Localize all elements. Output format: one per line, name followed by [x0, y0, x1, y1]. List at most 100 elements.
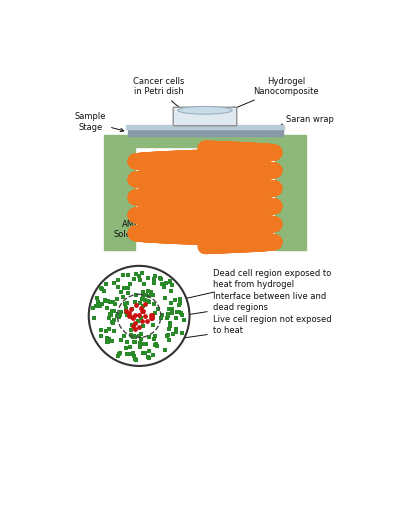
Point	[110, 319, 116, 327]
Point	[146, 354, 152, 363]
Point	[138, 330, 145, 338]
Point	[152, 341, 158, 349]
Point	[149, 312, 155, 320]
Point	[139, 340, 146, 348]
Point	[128, 350, 134, 358]
Point	[116, 350, 122, 358]
Point	[99, 300, 105, 308]
Point	[97, 332, 104, 340]
Point	[151, 300, 157, 308]
Point	[143, 291, 149, 299]
Point	[165, 311, 171, 319]
Point	[132, 311, 139, 319]
Point	[168, 281, 175, 289]
Point	[111, 279, 117, 287]
Point	[167, 319, 173, 328]
Point	[132, 319, 139, 327]
Point	[109, 307, 115, 316]
Point	[154, 305, 161, 313]
Point	[104, 334, 110, 342]
Point	[115, 283, 122, 291]
Point	[94, 294, 100, 302]
Point	[122, 300, 128, 308]
Point	[139, 307, 145, 315]
Point	[158, 280, 165, 288]
Point	[128, 305, 134, 313]
Point	[165, 331, 172, 339]
Point	[135, 317, 141, 325]
Point	[105, 338, 111, 347]
Point	[140, 349, 146, 357]
Point	[142, 312, 149, 320]
Point	[111, 307, 117, 315]
Point	[98, 285, 105, 293]
Point	[123, 304, 129, 312]
Point	[145, 273, 152, 282]
Point	[149, 313, 156, 321]
Point	[126, 308, 132, 317]
Point	[135, 323, 142, 331]
Point	[150, 321, 156, 329]
Point	[142, 300, 148, 308]
Point	[138, 314, 144, 322]
Point	[145, 287, 151, 295]
Point	[103, 280, 109, 288]
Text: Saran wrap: Saran wrap	[280, 115, 334, 127]
Point	[179, 311, 185, 319]
Point	[127, 280, 133, 288]
Point	[144, 317, 151, 325]
Point	[136, 299, 143, 307]
Point	[152, 271, 159, 280]
Point	[104, 304, 111, 312]
Point	[148, 289, 154, 297]
Point	[116, 313, 122, 321]
Point	[170, 330, 176, 338]
Point	[179, 329, 185, 337]
FancyBboxPatch shape	[173, 107, 237, 126]
Point	[161, 294, 168, 302]
Point	[95, 298, 102, 306]
Point	[128, 325, 134, 334]
Point	[130, 333, 136, 341]
Point	[131, 352, 138, 360]
Point	[169, 309, 175, 317]
Point	[107, 298, 113, 306]
Point	[133, 291, 140, 299]
Bar	[104, 135, 306, 146]
Point	[164, 332, 170, 340]
Point	[132, 338, 139, 346]
Point	[177, 299, 183, 307]
Point	[142, 340, 149, 349]
Point	[110, 298, 116, 306]
Point	[124, 299, 130, 307]
Point	[104, 338, 111, 346]
Point	[152, 332, 159, 340]
Point	[162, 346, 168, 354]
Point	[114, 312, 120, 320]
Point	[148, 287, 154, 296]
Point	[121, 284, 128, 292]
Point	[141, 280, 147, 288]
Point	[140, 287, 146, 296]
Point	[101, 296, 108, 304]
Point	[131, 338, 138, 346]
Point	[140, 291, 147, 300]
Point	[176, 301, 182, 309]
Point	[118, 288, 124, 296]
Bar	[126, 125, 284, 129]
Point	[106, 324, 112, 333]
Point	[177, 309, 184, 317]
Point	[158, 314, 164, 322]
Point	[119, 293, 126, 301]
Point	[115, 310, 121, 318]
Point	[148, 311, 154, 319]
Point	[150, 291, 156, 300]
Point	[140, 302, 146, 311]
Point	[117, 349, 123, 357]
Point	[139, 269, 145, 277]
Point	[126, 312, 132, 320]
Point	[132, 298, 138, 306]
Point	[168, 299, 174, 307]
Point	[146, 298, 152, 306]
Text: AMF
Solenoid: AMF Solenoid	[113, 219, 150, 239]
